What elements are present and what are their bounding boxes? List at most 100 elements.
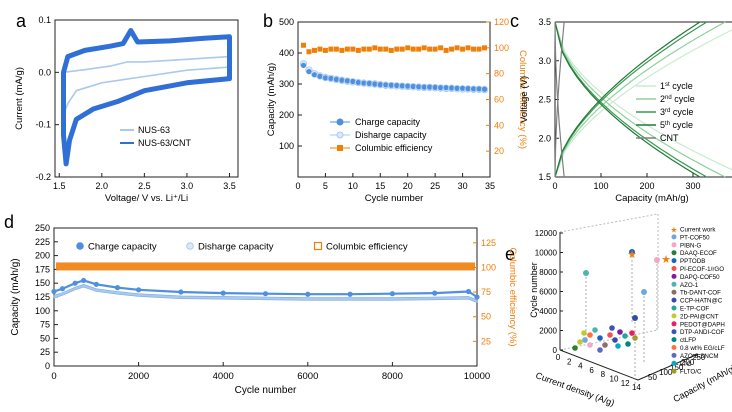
panel-b-charge-point (399, 83, 405, 89)
panel-d-charge-point (432, 290, 438, 296)
panel-e-data-point (622, 333, 628, 339)
panel-e-ztick-label: 8000 (539, 268, 557, 277)
panel-label-c: c (510, 11, 519, 31)
panel-e-xtick-label: 0 (556, 353, 561, 362)
panel-d-legend-marker (313, 241, 323, 251)
panel-d-charge-point (305, 291, 311, 297)
panel-b-xtick-label: 15 (375, 181, 385, 191)
panel-e-data-point (617, 329, 623, 335)
panel-e-data-point (625, 341, 631, 347)
panel-b-legend-marker (336, 131, 344, 139)
panel-d-charge-point (474, 294, 480, 300)
panel-b-efficiency-point (405, 45, 411, 51)
panel-e-legend-marker (671, 242, 677, 248)
panel-e-legend-label: DTP-ANDI-COF (680, 329, 725, 336)
panel-e-legend-label: Tb-DANT-COF (680, 290, 721, 297)
panel-b-efficiency-point (306, 49, 312, 55)
panel-b-xlabel: Cycle number (365, 193, 424, 204)
panel-a-xtick-label: 3.5 (223, 181, 236, 191)
panel-b-charge-point (361, 80, 367, 86)
panel-b-xtick-label: 30 (458, 181, 468, 191)
panel-e-data-point (602, 342, 608, 348)
panel-a-xtick-label: 2.5 (138, 181, 151, 191)
panel-b-charge-point (394, 82, 400, 89)
panel-d-ytick-label: 175 (35, 264, 50, 274)
panel-e-legend-label: PI-ECOF-1/rGO (680, 266, 724, 273)
panel-b-y2tick-label: 80 (494, 69, 504, 79)
panel-e-legend-marker (671, 281, 677, 287)
panel-b-charge-point (459, 85, 466, 91)
panel-c-discharge-curve-4 (554, 21, 565, 178)
panel-e-legend-label: AZO-1 (680, 282, 699, 289)
panel-e-legend-marker (671, 321, 677, 327)
panel-a-legend-label: NUS-63 (138, 125, 170, 135)
panel-e-data-point (629, 249, 635, 255)
panel-b-y2tick-label: 20 (494, 146, 504, 156)
panel-b-ytick-label: 100 (279, 141, 294, 151)
panel-a-ytick-label: 0.1 (38, 15, 51, 25)
panel-b-charge-point (300, 62, 307, 68)
panel-b-ytick-label: 500 (279, 17, 294, 27)
panel-a: 1.5 2.0 2.5 3.0 3.5 -0.2 -0.1 0.0 0.1 Voltage/ V … (14, 15, 239, 204)
panel-e-legend-marker (671, 297, 677, 303)
panel-e-legend-marker (671, 273, 677, 279)
panel-b-charge-point (311, 72, 318, 78)
panel-e-data-point (577, 339, 583, 345)
panel-c-ytick-label: 2.5 (538, 95, 551, 105)
panel-b-efficiency-point (328, 46, 334, 52)
panel-c-xtick-label: 0 (552, 181, 557, 191)
panel-d-y2label: Columbic efficiency (%) (507, 247, 518, 346)
panel-e-data-point (615, 343, 621, 349)
panel-b-efficiency-point (438, 45, 444, 51)
panel-d-ytick-label: 50 (40, 333, 50, 343)
panel-c-discharge-curve-0 (554, 21, 732, 171)
panel-b-legend-marker (336, 118, 344, 126)
panel-b-charge-point (421, 84, 427, 90)
panel-b-efficiency-point (322, 47, 328, 53)
panel-e-ztick-label: 4000 (539, 307, 557, 316)
panel-e-xtick-label: 6 (589, 366, 594, 375)
panel-b-efficiency-point (421, 45, 427, 51)
panel-e-legend-label: LTO (680, 361, 692, 368)
panel-b-efficiency-point (449, 46, 455, 52)
panel-e-data-point (597, 347, 603, 353)
panel-e-data-point (607, 332, 613, 338)
panel-e-data-point (609, 325, 615, 331)
panel-b-efficiency-point (416, 46, 422, 52)
panel-e-data-point (612, 337, 618, 343)
panel-e-legend-marker (671, 258, 677, 264)
panel-d-charge-point (51, 288, 57, 295)
panel-e-data-point (597, 335, 603, 341)
panel-e-xtick-label: 4 (578, 362, 583, 371)
panel-b-efficiency-point (377, 46, 383, 52)
panel-e-legend-label: PT-COF50 (680, 234, 710, 241)
panel-d-ytick-label: 200 (35, 251, 50, 261)
panel-b-efficiency-point (350, 46, 356, 52)
panel-c-ytick-label: 3.5 (538, 17, 551, 27)
panel-c-ytick-label: 3.0 (538, 56, 551, 66)
panel-e-legend-marker (671, 360, 677, 366)
panel-e-xtick-label: 2 (567, 357, 572, 366)
panel-a-xlabel: Voltage/ V vs. Li⁺/Li (105, 193, 188, 204)
panel-d-legend-marker (186, 242, 194, 250)
panel-b-charge-point (405, 83, 411, 89)
panel-b-xtick-label: 10 (348, 181, 358, 191)
panel-e-xaxis (559, 349, 639, 381)
panel-b-charge-point (388, 82, 394, 88)
panel-d-y2tick-label: 75 (481, 287, 491, 297)
panel-b-charge-point (476, 86, 482, 92)
panel-c-legend-label: CNT (660, 133, 679, 143)
panel-d-xtick-label: 2000 (128, 371, 149, 382)
panel-e-legend-label: CCP-HATN@C (680, 298, 723, 305)
panel-e-ytick-label: 200 (681, 358, 695, 367)
panel-b-efficiency-point (317, 46, 323, 52)
panel-d-ytick-label: 25 (40, 347, 50, 357)
panel-b-charge-point (333, 76, 339, 82)
panel-c-xtick-label: 300 (685, 181, 700, 191)
panel-e-legend-marker (671, 234, 677, 240)
panel-d-ytick-label: 100 (35, 306, 50, 316)
panel-a-series-0 (62, 55, 231, 115)
panel-b: 0 5 10 15 20 25 30 35 100 200 300 400 500 20 40 60 80 100… (266, 17, 528, 204)
panel-label-b: b (263, 11, 273, 31)
panel-b-ytick-label: 300 (279, 79, 294, 89)
